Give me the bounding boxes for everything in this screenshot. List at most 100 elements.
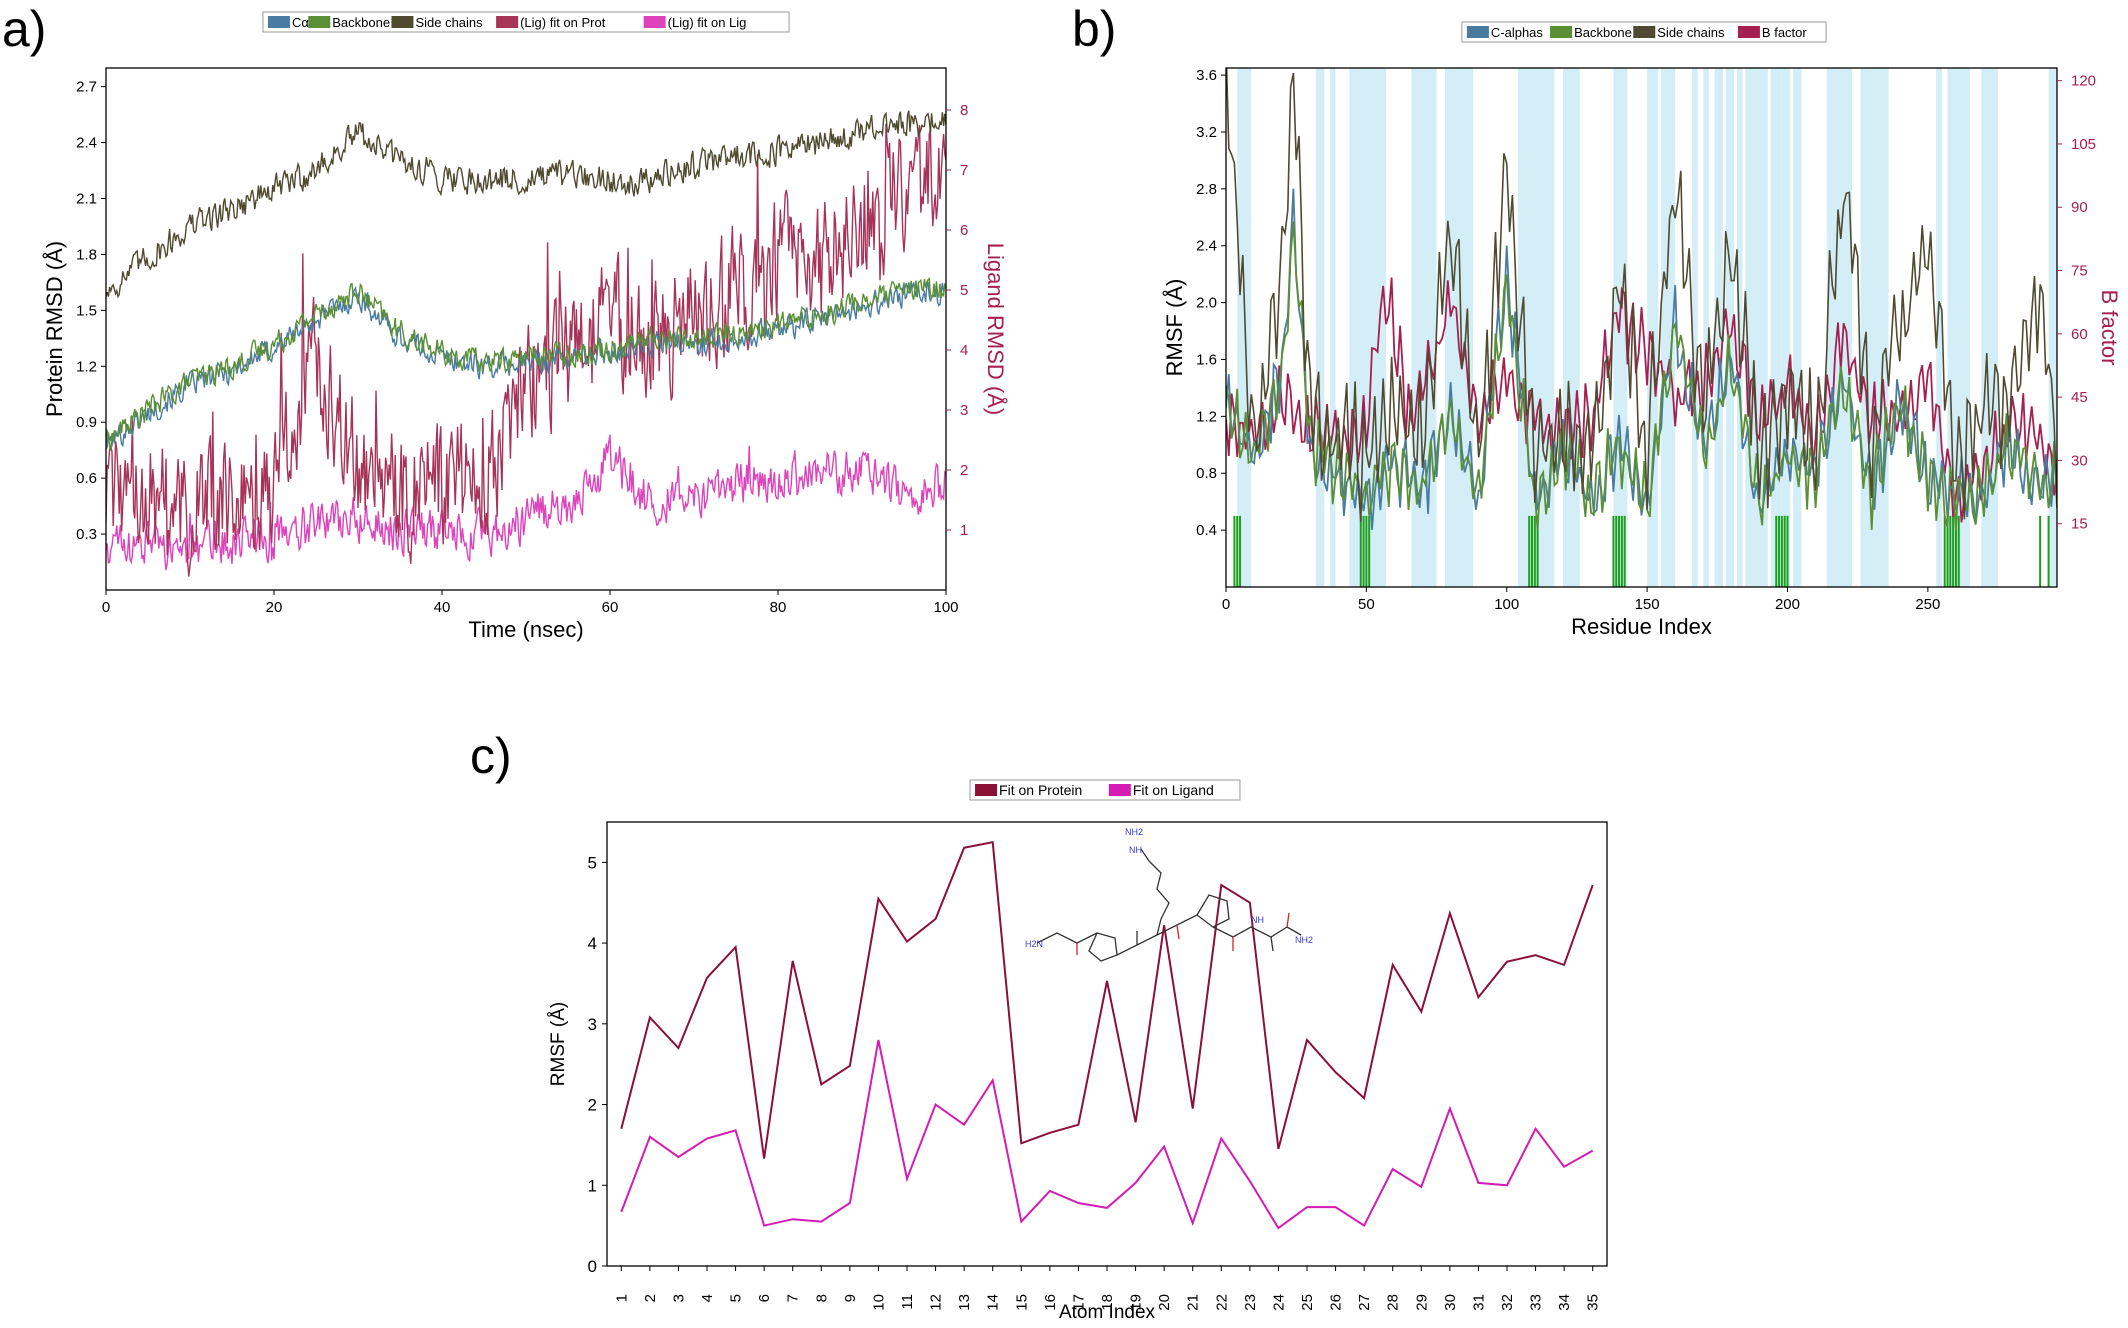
x-tick-label: 3: [670, 1294, 687, 1302]
y2-tick-label: 90: [2071, 199, 2088, 216]
y-tick-label: 0.6: [76, 470, 97, 487]
panel-label-c: c): [470, 728, 512, 784]
legend: Cα Backbone Side chains (Lig) fit on Prot (L…: [262, 11, 790, 33]
legend-swatch: [308, 16, 331, 28]
x-tick-label: 27: [1356, 1294, 1373, 1311]
sse-region: [1793, 68, 1802, 587]
y2-axis-label: Ligand RMSD (Å): [983, 243, 1008, 415]
x-tick-label: 19: [1128, 1294, 1145, 1311]
y-tick-label: 2.8: [1196, 181, 1217, 198]
ligand-structure: H2N NH NH2 NH NH2: [1025, 827, 1313, 962]
panel-label-a: a): [2, 1, 46, 57]
x-tick-label: 150: [1635, 596, 1660, 613]
x-tick-label: 9: [842, 1294, 859, 1302]
x-tick-label: 6: [756, 1294, 773, 1302]
x-tick-label: 100: [933, 599, 958, 616]
y-tick-label: 3: [588, 1015, 597, 1034]
legend-swatch: [1737, 26, 1760, 38]
sse-region: [1703, 68, 1709, 587]
y2-tick-label: 5: [960, 282, 968, 299]
sse-region: [1725, 68, 1735, 587]
sse-region: [1315, 68, 1325, 587]
y2-tick-label: 105: [2071, 136, 2096, 153]
x-tick-label: 80: [770, 599, 787, 616]
panel-label-b: b): [1072, 1, 1116, 57]
series-line-1: [1226, 221, 2057, 531]
y-tick-label: 1.5: [76, 302, 97, 319]
sse-region: [1781, 68, 1791, 587]
x-tick-label: 0: [102, 599, 110, 616]
y-tick-label: 2: [588, 1096, 597, 1115]
legend-label: C-alphas: [1491, 25, 1544, 40]
legend-swatch: [391, 16, 414, 28]
x-tick-label: 18: [1099, 1294, 1116, 1311]
x-tick-label: 13: [956, 1294, 973, 1311]
x-tick-label: 14: [985, 1294, 1002, 1311]
legend-swatch: [1108, 784, 1131, 796]
sse-region: [1661, 68, 1676, 587]
y2-tick-label: 8: [960, 102, 968, 119]
sse-region: [1237, 68, 1252, 587]
y-tick-label: 0.8: [1196, 465, 1217, 482]
legend-label: Fit on Ligand: [1133, 782, 1214, 798]
sse-region: [1745, 68, 1768, 587]
y-tick-label: 2.4: [1196, 238, 1217, 255]
sse-region: [2048, 68, 2057, 587]
plot-frame: [105, 67, 947, 591]
y-tick-label: 1.6: [1196, 351, 1217, 368]
x-tick-label: 25: [1299, 1294, 1316, 1311]
x-tick-label: 33: [1528, 1294, 1545, 1311]
legend-swatch: [267, 16, 290, 28]
legend-label: Cα: [292, 15, 309, 30]
legend: C-alphas Backbone Side chains B factor: [1461, 21, 1827, 43]
y-axis-label: Protein RMSD (Å): [42, 241, 67, 417]
y-tick-label: 4: [588, 934, 597, 953]
x-tick-label: 40: [434, 599, 451, 616]
y-tick-label: 3.6: [1196, 67, 1217, 84]
x-tick-label: 24: [1270, 1294, 1287, 1311]
legend-label: Backbone: [332, 15, 390, 30]
sse-region: [1981, 68, 1999, 587]
sse-region: [1329, 68, 1336, 587]
x-tick-label: 12: [928, 1294, 945, 1311]
x-tick-label: 21: [1185, 1294, 1202, 1311]
x-tick-label: 29: [1413, 1294, 1430, 1311]
x-tick-label: 32: [1499, 1294, 1516, 1311]
x-tick-label: 4: [699, 1294, 716, 1302]
y-tick-label: 2.7: [76, 79, 97, 96]
sse-region: [1770, 68, 1782, 587]
svg-text:NH: NH: [1251, 915, 1264, 925]
svg-text:NH2: NH2: [1125, 827, 1143, 837]
y2-tick-label: 7: [960, 162, 968, 179]
y-tick-label: 1.8: [76, 246, 97, 263]
legend-label: (Lig) fit on Prot: [520, 15, 606, 30]
x-tick-label: 23: [1242, 1294, 1259, 1311]
chart-b-rmsf-residue: 0 50 100 150 200 250 0.4 0.8 1.2 1.6 2.0 2.4 2.8 3.2 3…: [1162, 21, 2122, 639]
x-tick-label: 26: [1328, 1294, 1345, 1311]
legend-label: Backbone: [1574, 25, 1632, 40]
x-tick-label: 10: [870, 1294, 887, 1311]
x-tick-label: 0: [1222, 596, 1230, 613]
y2-tick-label: 1: [960, 522, 968, 539]
y-tick-label: 2.0: [1196, 295, 1217, 312]
x-tick-label: 28: [1385, 1294, 1402, 1311]
legend-swatch: [496, 16, 519, 28]
legend-label: Fit on Protein: [999, 782, 1082, 798]
x-tick-label: 35: [1585, 1294, 1602, 1311]
x-axis-label: Atom Index: [1059, 1302, 1156, 1323]
plot-frame: [1225, 67, 2058, 588]
x-tick-label: 31: [1470, 1294, 1487, 1311]
y2-tick-label: 3: [960, 402, 968, 419]
legend-label: (Lig) fit on Lig: [668, 15, 747, 30]
legend-box: [969, 779, 1241, 801]
y2-axis-label: B factor: [2097, 290, 2122, 366]
series-line-2: [1226, 68, 2057, 523]
plot-area: [106, 110, 946, 577]
y2-tick-label: 15: [2071, 516, 2088, 533]
legend-swatch: [1550, 26, 1573, 38]
series-line-2: [106, 110, 946, 299]
y-tick-label: 1.2: [1196, 408, 1217, 425]
y-tick-label: 5: [588, 853, 597, 872]
svg-text:NH2: NH2: [1295, 935, 1313, 945]
